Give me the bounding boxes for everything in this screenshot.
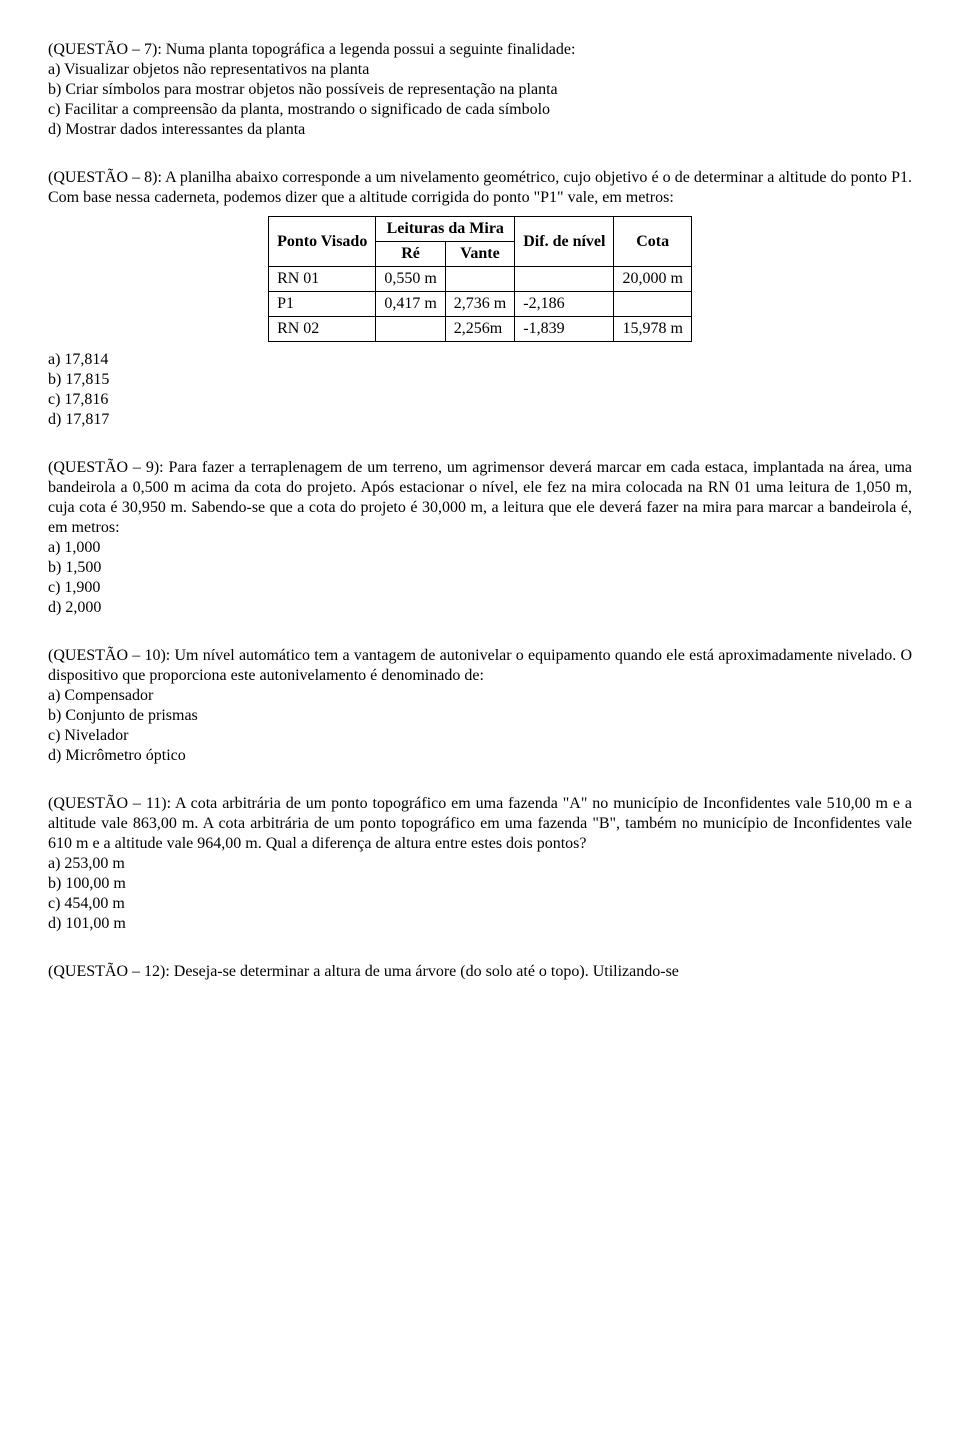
question-7-prompt: (QUESTÃO – 7): Numa planta topográfica a… <box>48 40 912 60</box>
table-cell: -2,186 <box>515 292 614 317</box>
table-header-re: Ré <box>376 242 445 267</box>
question-10-options: a) Compensador b) Conjunto de prismas c)… <box>48 686 912 766</box>
question-10-option-b: b) Conjunto de prismas <box>48 706 912 726</box>
question-11-prompt: (QUESTÃO – 11): A cota arbitrária de um … <box>48 794 912 854</box>
question-10: (QUESTÃO – 10): Um nível automático tem … <box>48 646 912 766</box>
question-8-option-a: a) 17,814 <box>48 350 912 370</box>
table-cell <box>376 317 445 342</box>
table-cell: RN 02 <box>269 317 376 342</box>
question-7-option-d: d) Mostrar dados interessantes da planta <box>48 120 912 140</box>
table-cell <box>515 267 614 292</box>
table-cell: 0,417 m <box>376 292 445 317</box>
table-header-vante: Vante <box>445 242 514 267</box>
question-11-option-c: c) 454,00 m <box>48 894 912 914</box>
question-7: (QUESTÃO – 7): Numa planta topográfica a… <box>48 40 912 140</box>
table-cell: -1,839 <box>515 317 614 342</box>
question-10-option-c: c) Nivelador <box>48 726 912 746</box>
table-cell <box>445 267 514 292</box>
table-row: RN 02 2,256m -1,839 15,978 m <box>269 317 692 342</box>
question-11-option-d: d) 101,00 m <box>48 914 912 934</box>
question-7-options: a) Visualizar objetos não representativo… <box>48 60 912 140</box>
question-7-option-c: c) Facilitar a compreensão da planta, mo… <box>48 100 912 120</box>
table-header-leituras: Leituras da Mira <box>376 217 515 242</box>
question-9-option-c: c) 1,900 <box>48 578 912 598</box>
question-9: (QUESTÃO – 9): Para fazer a terraplenage… <box>48 458 912 618</box>
question-11-options: a) 253,00 m b) 100,00 m c) 454,00 m d) 1… <box>48 854 912 934</box>
question-8: (QUESTÃO – 8): A planilha abaixo corresp… <box>48 168 912 430</box>
table-cell: 20,000 m <box>614 267 691 292</box>
question-10-option-a: a) Compensador <box>48 686 912 706</box>
question-10-prompt: (QUESTÃO – 10): Um nível automático tem … <box>48 646 912 686</box>
question-7-option-a: a) Visualizar objetos não representativo… <box>48 60 912 80</box>
table-header-cota: Cota <box>614 217 691 267</box>
question-9-prompt: (QUESTÃO – 9): Para fazer a terraplenage… <box>48 458 912 538</box>
table-header-dif: Dif. de nível <box>515 217 614 267</box>
table-cell: P1 <box>269 292 376 317</box>
table-cell: 0,550 m <box>376 267 445 292</box>
question-8-option-b: b) 17,815 <box>48 370 912 390</box>
question-11-option-a: a) 253,00 m <box>48 854 912 874</box>
question-9-option-a: a) 1,000 <box>48 538 912 558</box>
question-11: (QUESTÃO – 11): A cota arbitrária de um … <box>48 794 912 934</box>
question-8-table: Ponto Visado Leituras da Mira Dif. de ní… <box>268 216 692 342</box>
question-9-option-d: d) 2,000 <box>48 598 912 618</box>
question-9-options: a) 1,000 b) 1,500 c) 1,900 d) 2,000 <box>48 538 912 618</box>
table-header-ponto-visado: Ponto Visado <box>269 217 376 267</box>
question-7-option-b: b) Criar símbolos para mostrar objetos n… <box>48 80 912 100</box>
question-12: (QUESTÃO – 12): Deseja-se determinar a a… <box>48 962 912 982</box>
table-cell: 15,978 m <box>614 317 691 342</box>
table-row: P1 0,417 m 2,736 m -2,186 <box>269 292 692 317</box>
table-cell <box>614 292 691 317</box>
question-9-option-b: b) 1,500 <box>48 558 912 578</box>
question-8-option-d: d) 17,817 <box>48 410 912 430</box>
table-cell: 2,736 m <box>445 292 514 317</box>
question-11-option-b: b) 100,00 m <box>48 874 912 894</box>
table-cell: 2,256m <box>445 317 514 342</box>
question-8-options: a) 17,814 b) 17,815 c) 17,816 d) 17,817 <box>48 350 912 430</box>
table-row: RN 01 0,550 m 20,000 m <box>269 267 692 292</box>
question-8-prompt: (QUESTÃO – 8): A planilha abaixo corresp… <box>48 168 912 208</box>
table-header-row-1: Ponto Visado Leituras da Mira Dif. de ní… <box>269 217 692 242</box>
question-12-prompt: (QUESTÃO – 12): Deseja-se determinar a a… <box>48 962 912 982</box>
question-10-option-d: d) Micrômetro óptico <box>48 746 912 766</box>
question-8-option-c: c) 17,816 <box>48 390 912 410</box>
table-cell: RN 01 <box>269 267 376 292</box>
